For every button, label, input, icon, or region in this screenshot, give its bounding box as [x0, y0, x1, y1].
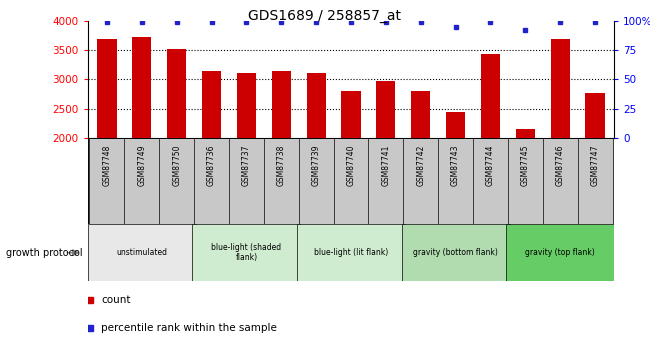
- Text: GSM87748: GSM87748: [103, 145, 111, 186]
- Text: GSM87737: GSM87737: [242, 145, 251, 186]
- Text: percentile rank within the sample: percentile rank within the sample: [101, 323, 277, 333]
- Text: GSM87749: GSM87749: [137, 145, 146, 186]
- Bar: [586, 93, 604, 138]
- Text: blue-light (lit flank): blue-light (lit flank): [314, 248, 388, 257]
- Text: GSM87742: GSM87742: [416, 145, 425, 186]
- Text: GSM87736: GSM87736: [207, 145, 216, 186]
- Text: blue-light (shaded
flank): blue-light (shaded flank): [211, 243, 281, 263]
- Text: GSM87744: GSM87744: [486, 145, 495, 186]
- Bar: [237, 73, 256, 138]
- Bar: [167, 49, 187, 138]
- Bar: [307, 73, 326, 138]
- Text: GSM87745: GSM87745: [521, 145, 530, 186]
- Text: GSM87740: GSM87740: [346, 145, 356, 186]
- Bar: [297, 224, 405, 281]
- Bar: [481, 53, 500, 138]
- Bar: [192, 224, 300, 281]
- Bar: [88, 224, 196, 281]
- Text: count: count: [101, 295, 131, 305]
- Bar: [272, 71, 291, 138]
- Bar: [88, 138, 614, 224]
- Bar: [551, 39, 570, 138]
- Text: GSM87746: GSM87746: [556, 145, 565, 186]
- Bar: [506, 224, 614, 281]
- Text: gravity (top flank): gravity (top flank): [525, 248, 595, 257]
- Bar: [376, 80, 395, 138]
- Text: GSM87739: GSM87739: [311, 145, 320, 186]
- Bar: [132, 37, 151, 138]
- Text: GSM87750: GSM87750: [172, 145, 181, 186]
- Bar: [98, 39, 116, 138]
- Text: unstimulated: unstimulated: [116, 248, 167, 257]
- Text: GDS1689 / 258857_at: GDS1689 / 258857_at: [248, 9, 402, 23]
- Text: GSM87747: GSM87747: [591, 145, 599, 186]
- Bar: [202, 71, 221, 138]
- Bar: [411, 91, 430, 138]
- Bar: [341, 91, 361, 138]
- Text: GSM87741: GSM87741: [382, 145, 391, 186]
- Text: GSM87738: GSM87738: [277, 145, 286, 186]
- Bar: [402, 224, 510, 281]
- Text: GSM87743: GSM87743: [451, 145, 460, 186]
- Text: gravity (bottom flank): gravity (bottom flank): [413, 248, 498, 257]
- Bar: [446, 112, 465, 138]
- Bar: [515, 129, 535, 138]
- Text: growth protocol: growth protocol: [6, 248, 83, 258]
